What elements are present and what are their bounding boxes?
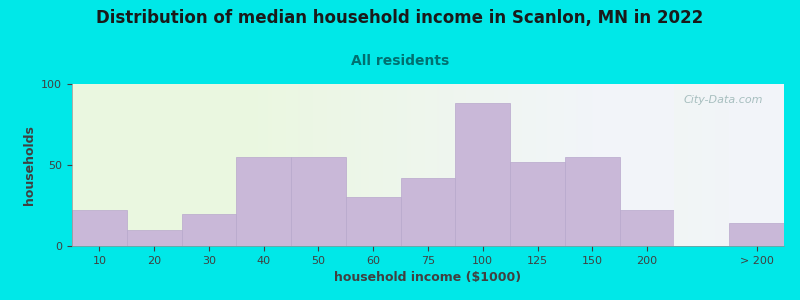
Bar <box>182 214 236 246</box>
X-axis label: household income ($1000): household income ($1000) <box>334 271 522 284</box>
Bar <box>291 157 346 246</box>
Bar <box>620 210 674 246</box>
Bar <box>346 197 401 246</box>
Bar <box>455 103 510 246</box>
Text: City-Data.com: City-Data.com <box>683 95 762 105</box>
Bar <box>72 210 126 246</box>
Y-axis label: households: households <box>22 125 36 205</box>
Bar <box>401 178 455 246</box>
Text: Distribution of median household income in Scanlon, MN in 2022: Distribution of median household income … <box>96 9 704 27</box>
Bar <box>126 230 182 246</box>
Text: All residents: All residents <box>351 54 449 68</box>
Bar <box>510 162 565 246</box>
Bar <box>674 84 730 246</box>
Bar <box>565 157 620 246</box>
Bar <box>236 157 291 246</box>
Bar <box>730 223 784 246</box>
